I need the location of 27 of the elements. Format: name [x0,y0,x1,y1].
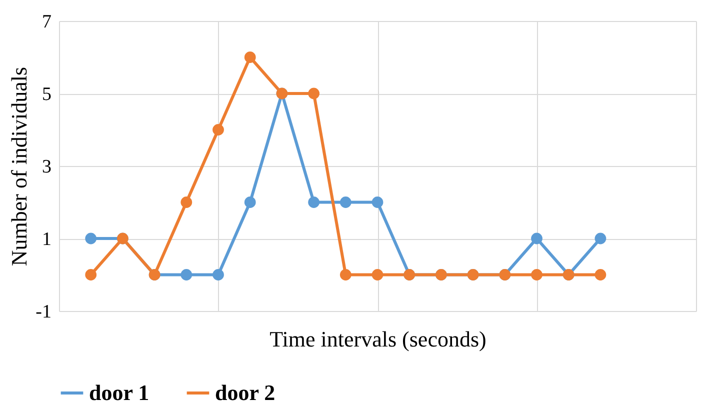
y-axis-title: Number of individuals [6,66,32,266]
point [340,269,352,280]
point [212,124,224,136]
point [308,196,320,208]
point [531,269,542,280]
point [85,232,97,244]
x-axis-title: Time intervals (seconds) [270,326,486,352]
legend-label: door 1 [89,380,150,405]
point [212,269,224,280]
point [244,52,256,63]
point [594,232,606,244]
legend-label: door 2 [215,380,276,405]
y-tick-label: 5 [42,84,52,105]
point [180,269,192,280]
point [244,196,256,208]
point [308,88,320,100]
point [372,269,384,280]
point [372,196,384,208]
point [85,269,97,280]
y-tick-label: 7 [42,12,52,32]
point [180,196,192,208]
point [340,196,352,208]
y-tick-label: 3 [42,156,52,178]
y-tick-label: -1 [36,302,52,322]
point [531,232,542,244]
point [594,269,606,280]
y-tick-label: 1 [42,229,52,250]
